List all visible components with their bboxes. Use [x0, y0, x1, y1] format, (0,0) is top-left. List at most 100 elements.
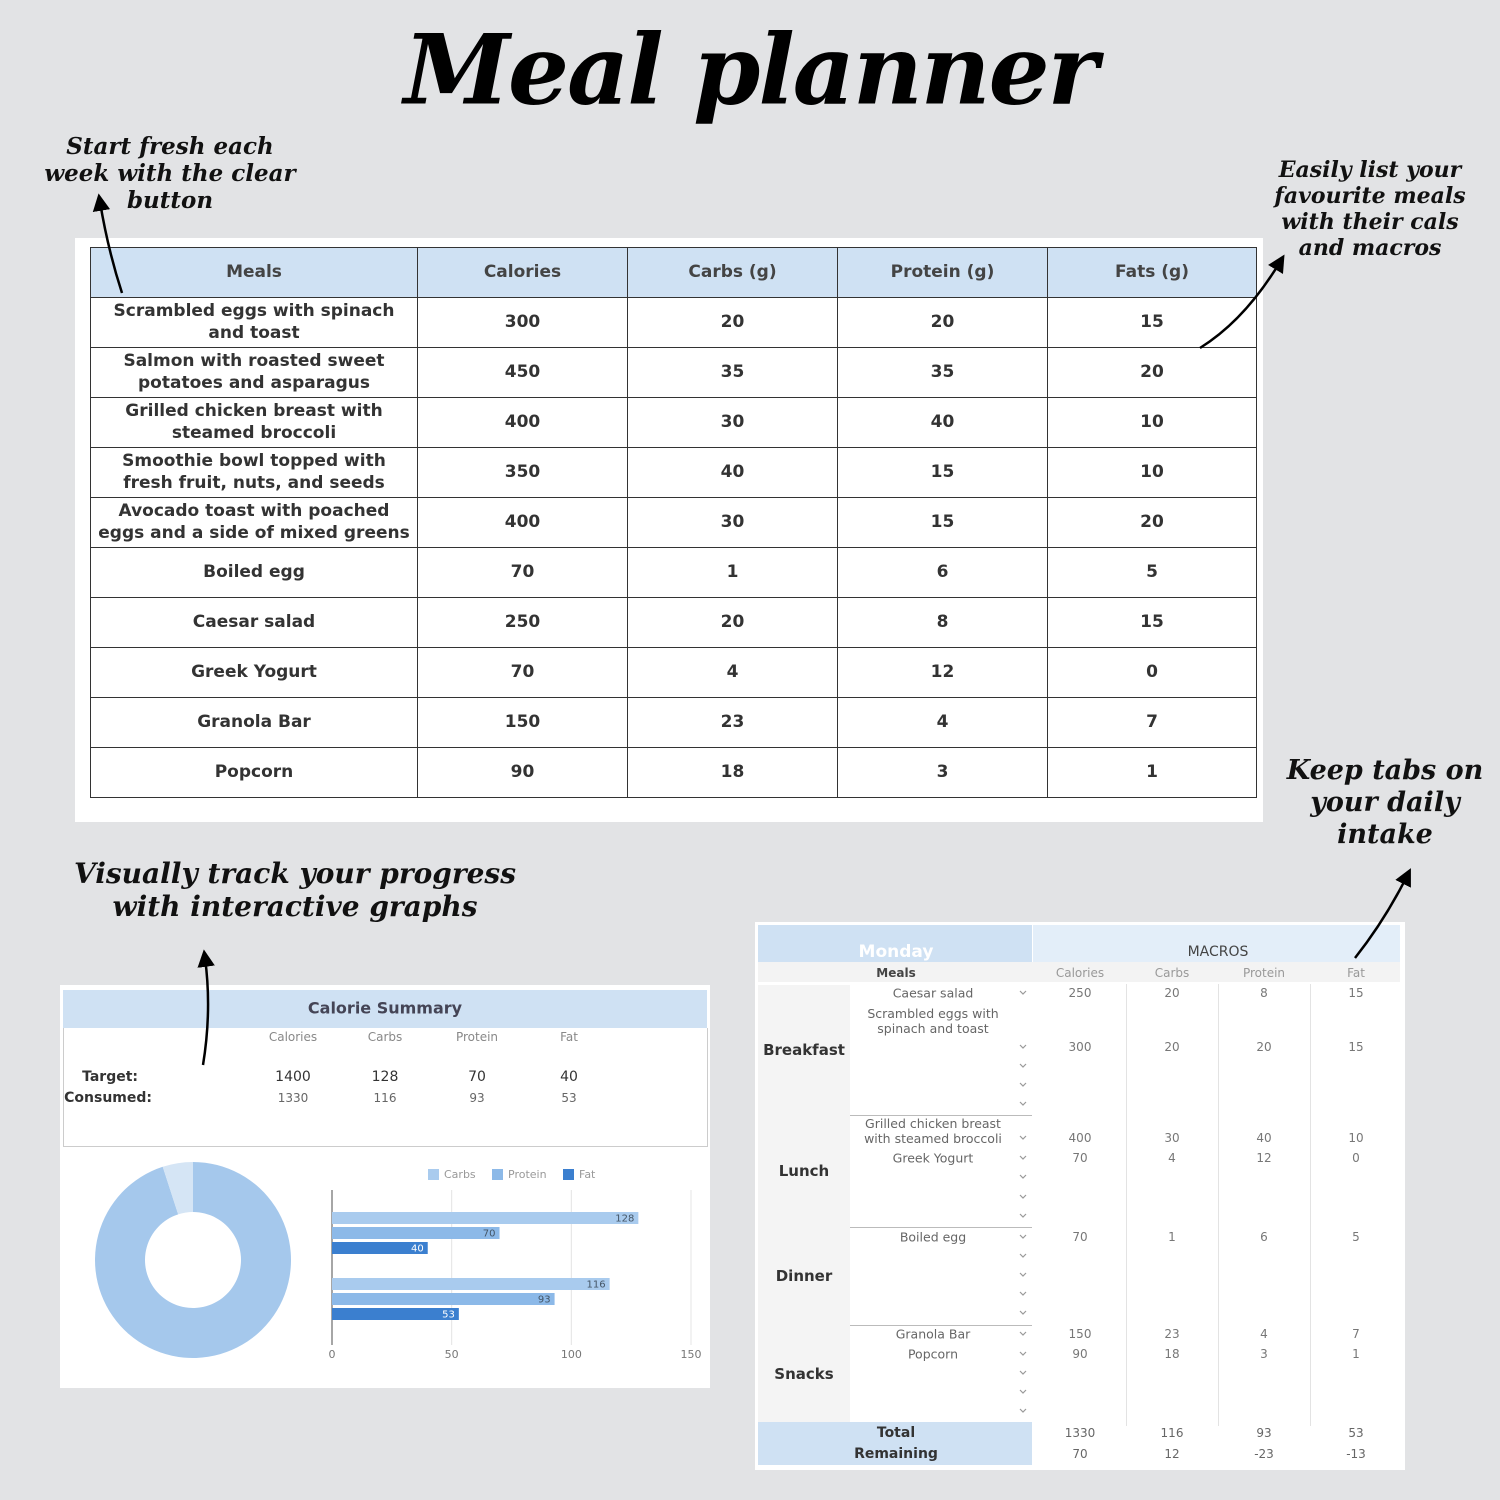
meal-row: Caesar salad 250 20 8 15 [90, 597, 1257, 648]
day-value: 7 [1352, 1327, 1360, 1341]
totals-label: Remaining [854, 1446, 938, 1462]
macros-header [1033, 925, 1400, 962]
day-meal: Boiled egg [899, 1229, 967, 1245]
day-value: 70 [1072, 1230, 1088, 1244]
summary-row-label: Consumed: [64, 1090, 152, 1106]
meal-value: 20 [1047, 347, 1257, 398]
meal-row: Scrambled eggs with spinach and toast 300… [90, 297, 1257, 348]
day-value: 15 [1348, 1040, 1364, 1054]
section-label-cell [758, 1227, 850, 1326]
meal-value: 4 [837, 697, 1048, 748]
summary-box [63, 1028, 708, 1147]
meal-name: Smoothie bowl topped with fresh fruit, n… [90, 447, 418, 498]
meal-name: Granola Bar [90, 697, 418, 748]
meal-value: 18 [627, 747, 838, 798]
meal-name: Salmon with roasted sweet potatoes and a… [90, 347, 418, 398]
day-value: 90 [1072, 1347, 1088, 1361]
meal-row: Boiled egg 70 1 6 5 [90, 547, 1257, 598]
day-value: 30 [1164, 1131, 1180, 1145]
meal-row: Smoothie bowl topped with fresh fruit, n… [90, 447, 1257, 498]
section-name: Snacks [774, 1364, 834, 1383]
summary-column: Protein [455, 1030, 499, 1044]
section-name: Lunch [778, 1162, 830, 1180]
meal-value: 15 [1047, 297, 1257, 348]
meal-value: 7 [1047, 697, 1257, 748]
summary-value: 116 [373, 1091, 397, 1105]
totals-value: 12 [1164, 1447, 1180, 1461]
meal-value: 4 [627, 647, 838, 698]
summary-value: 93 [469, 1091, 485, 1105]
header-row: Meals Calories Carbs (g) Protein (g) Fats (g… [90, 247, 1257, 298]
totals-value: 70 [1072, 1447, 1088, 1461]
day-value: 300 [1068, 1040, 1092, 1054]
meal-value: 150 [417, 697, 628, 748]
meal-name: Popcorn [90, 747, 418, 798]
meal-value: 15 [1047, 597, 1257, 648]
meal-value: 20 [627, 597, 838, 648]
meal-value: 300 [417, 297, 628, 348]
column-header: Protein (g) [837, 247, 1048, 298]
summary-column: Carbs [367, 1030, 403, 1044]
summary-column: Fat [560, 1030, 578, 1044]
totals-value: -23 [1254, 1447, 1274, 1461]
totals-label: Total [876, 1425, 916, 1441]
summary-value: 70 [468, 1069, 486, 1085]
meal-value: 3 [837, 747, 1048, 798]
day-meal: Greek Yogurt [892, 1150, 974, 1166]
day-value: 10 [1348, 1131, 1364, 1145]
day-value: 20 [1164, 986, 1180, 1000]
totals-value: 116 [1160, 1426, 1184, 1440]
day-value: 400 [1068, 1131, 1092, 1145]
meal-value: 70 [417, 647, 628, 698]
meal-value: 450 [417, 347, 628, 398]
meal-value: 35 [627, 347, 838, 398]
day-meal: Popcorn [907, 1346, 959, 1362]
day-meal: Granola Bar [895, 1326, 971, 1342]
meal-row: Grilled chicken breast with steamed broc… [90, 397, 1257, 448]
column-divider [1310, 984, 1311, 1426]
meal-value: 20 [627, 297, 838, 348]
column-divider [1218, 984, 1219, 1426]
meal-value: 15 [837, 497, 1048, 548]
day-value: 18 [1164, 1347, 1180, 1361]
summary-value: 128 [371, 1069, 399, 1085]
meal-row: Greek Yogurt 70 4 12 0 [90, 647, 1257, 698]
meal-value: 12 [837, 647, 1048, 698]
day-column: Meals [876, 966, 916, 980]
annotation: Easily list your favourite meals with th… [1274, 157, 1466, 261]
summary-column: Calories [268, 1030, 318, 1044]
meal-name: Boiled egg [90, 547, 418, 598]
meal-value: 6 [837, 547, 1048, 598]
day-meal: Grilled chicken breast with steamed broc… [864, 1116, 1002, 1146]
section-divider [850, 1227, 1032, 1228]
day-value: 20 [1256, 1040, 1272, 1054]
meal-value: 40 [627, 447, 838, 498]
day-value: 12 [1256, 1151, 1272, 1165]
meal-value: 400 [417, 397, 628, 448]
meal-value: 70 [417, 547, 628, 598]
meal-value: 250 [417, 597, 628, 648]
day-header [758, 925, 1032, 962]
meal-value: 8 [837, 597, 1048, 648]
day-value: 150 [1068, 1327, 1092, 1341]
section-name: Breakfast [763, 1041, 845, 1059]
day-meal: Caesar salad [892, 985, 974, 1001]
summary-value: 53 [561, 1091, 577, 1105]
meal-name: Avocado toast with poached eggs and a si… [90, 497, 418, 548]
meal-value: 10 [1047, 447, 1257, 498]
meal-value: 23 [627, 697, 838, 748]
meal-row: Avocado toast with poached eggs and a si… [90, 497, 1257, 548]
meal-row: Salmon with roasted sweet potatoes and a… [90, 347, 1257, 398]
meal-value: 20 [1047, 497, 1257, 548]
meal-value: 1 [627, 547, 838, 598]
meal-row: Popcorn 90 18 3 1 [90, 747, 1257, 798]
meal-value: 30 [627, 397, 838, 448]
meal-name: Grilled chicken breast with steamed broc… [90, 397, 418, 448]
summary-value: 40 [560, 1069, 578, 1085]
summary-value: 1330 [277, 1091, 309, 1105]
totals-value: 1330 [1064, 1426, 1096, 1440]
day-value: 5 [1352, 1230, 1360, 1244]
day-value: 4 [1168, 1151, 1176, 1165]
day-meal: Scrambled eggs with spinach and toast [867, 1006, 999, 1036]
section-divider [850, 1325, 1032, 1326]
